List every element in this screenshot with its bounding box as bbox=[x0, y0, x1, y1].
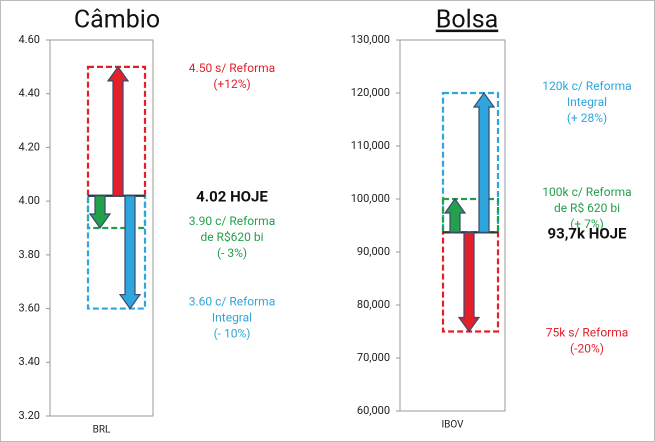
scenario-label: (-20%) bbox=[570, 342, 604, 356]
y-tick-label: 4.20 bbox=[19, 140, 40, 153]
y-tick-label: 60,000 bbox=[357, 404, 390, 417]
y-tick-label: 70,000 bbox=[357, 351, 390, 364]
y-tick-label: 3.80 bbox=[19, 248, 40, 261]
scenario-label: de R$ 620 bi bbox=[554, 201, 620, 215]
scenario-label: 4.50 s/ Reforma bbox=[189, 61, 275, 75]
chart-title: Bolsa bbox=[436, 6, 498, 35]
plot-area bbox=[49, 39, 154, 417]
y-tick-label: 90,000 bbox=[357, 245, 390, 258]
scenario-label: 75k s/ Reforma bbox=[546, 326, 629, 340]
current-label: 93,7k HOJE bbox=[548, 224, 628, 242]
y-tick-label: 4.40 bbox=[19, 87, 40, 100]
x-tick-label: IBOV bbox=[441, 420, 464, 431]
y-tick-label: 80,000 bbox=[357, 298, 390, 311]
scenario-label: 3.60 c/ Reforma bbox=[189, 295, 275, 309]
y-tick-label: 3.40 bbox=[19, 355, 40, 368]
y-tick-label: 100,000 bbox=[351, 192, 390, 205]
y-tick-label: 4.60 bbox=[19, 33, 40, 46]
scenario-label: (- 3%) bbox=[217, 246, 247, 260]
scenario-label: Integral bbox=[567, 95, 607, 109]
scenario-arrow bbox=[457, 231, 481, 333]
scenario-label: (+12%) bbox=[213, 77, 250, 91]
scenario-label: 100k c/ Reforma bbox=[542, 185, 631, 199]
scenario-label: Integral bbox=[212, 311, 252, 325]
scenario-label: de R$620 bi bbox=[200, 230, 263, 244]
chart-title: Câmbio bbox=[74, 6, 160, 35]
scenario-arrow bbox=[88, 195, 112, 230]
x-tick-label: BRL bbox=[93, 425, 111, 436]
scenario-arrow bbox=[106, 65, 130, 197]
y-tick-label: 4.00 bbox=[19, 194, 40, 207]
y-tick-label: 3.60 bbox=[19, 301, 40, 314]
scenario-arrow bbox=[118, 195, 142, 310]
y-tick-label: 120,000 bbox=[351, 86, 390, 99]
y-tick-label: 130,000 bbox=[351, 33, 390, 46]
scenario-box bbox=[86, 65, 147, 197]
scenario-label: 120k c/ Reforma bbox=[542, 79, 631, 93]
plot-area bbox=[399, 39, 506, 412]
scenario-label: (+ 28%) bbox=[567, 111, 607, 125]
y-tick-label: 110,000 bbox=[351, 139, 390, 152]
y-tick-label: 3.20 bbox=[19, 409, 40, 422]
scenario-label: (- 10%) bbox=[214, 327, 251, 341]
scenario-box bbox=[441, 197, 500, 234]
scenario-arrow bbox=[472, 91, 496, 233]
scenario-label: 3.90 c/ Reforma bbox=[189, 214, 275, 228]
current-label: 4.02 HOJE bbox=[196, 188, 268, 206]
scenario-arrow bbox=[443, 197, 467, 233]
scenario-label: (+ 7%) bbox=[570, 217, 604, 231]
